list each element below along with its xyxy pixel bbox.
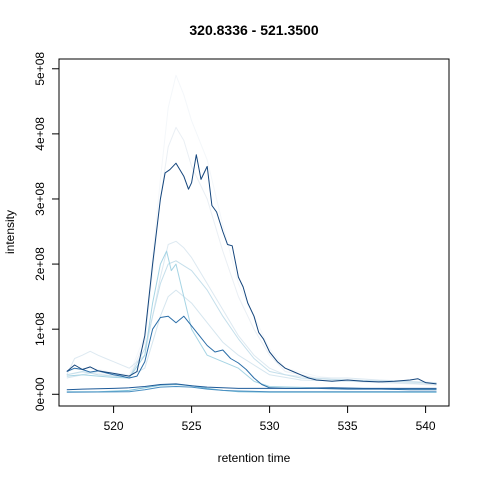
series-layer — [66, 74, 437, 393]
series-line-1 — [66, 74, 437, 385]
series-line-8 — [66, 386, 437, 393]
x-tick-label: 530 — [260, 419, 280, 433]
y-tick-label: 5e+08 — [33, 52, 47, 86]
x-tick-label: 525 — [182, 419, 202, 433]
series-line-4 — [66, 289, 437, 385]
y-axis-label: intensity — [3, 210, 17, 254]
plot-frame — [58, 58, 450, 407]
y-tick-label: 2e+08 — [33, 247, 47, 281]
y-tick-label: 4e+08 — [33, 117, 47, 151]
series-line-6 — [66, 250, 437, 390]
x-tick-label: 540 — [416, 419, 436, 433]
series-line-10 — [66, 383, 437, 391]
series-line-11 — [66, 154, 437, 385]
y-tick-label: 1e+08 — [33, 312, 47, 346]
series-line-3 — [66, 240, 437, 384]
x-tick-label: 535 — [338, 419, 358, 433]
y-tick-label: 0e+00 — [33, 377, 47, 411]
y-tick-label: 3e+08 — [33, 182, 47, 216]
x-axis-label: retention time — [218, 451, 291, 465]
x-axis: 520 525 530 535 540 — [104, 405, 436, 433]
chart-title: 320.8336 - 521.3500 — [189, 22, 318, 38]
series-line-5 — [66, 260, 437, 384]
y-axis: 0e+00 1e+08 2e+08 3e+08 4e+08 5e+08 — [33, 52, 60, 411]
series-line-2 — [66, 126, 437, 386]
x-tick-label: 520 — [104, 419, 124, 433]
